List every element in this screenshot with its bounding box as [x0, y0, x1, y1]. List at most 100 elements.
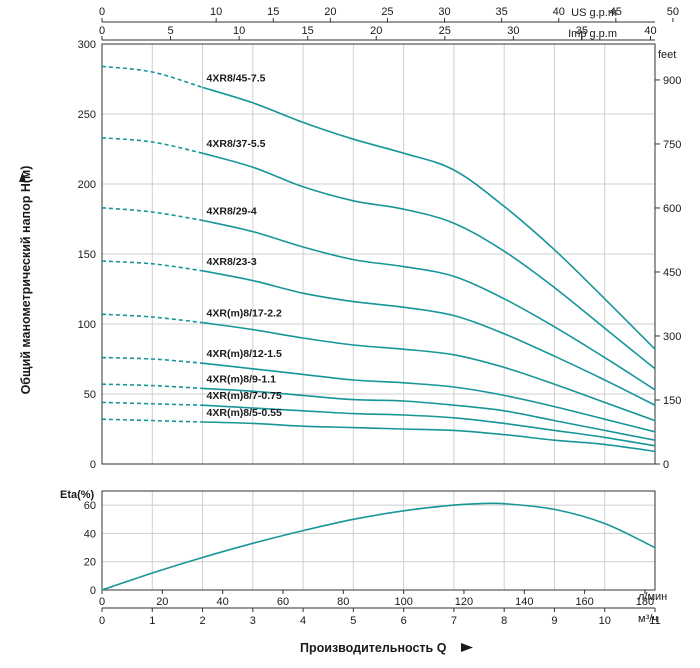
feet-tick-label: 0: [663, 459, 669, 471]
eta-y-label: Eta(%): [60, 489, 95, 501]
eta-grid: [102, 491, 655, 590]
feet-tick-label: 150: [663, 395, 681, 407]
eta-axes: 0 20 40 60 0 20 40 60 80 100 120 140 160 180 0 1 2 3 4 5 6 7 8…: [84, 500, 661, 627]
head-curve-label: 4XR8/45-7.5: [207, 72, 266, 84]
head-curve-label: 4XR(m)8/7-0.75: [207, 390, 282, 402]
head-y-arrow-icon: [19, 172, 26, 182]
imp-gpm-tick-label: 40: [644, 25, 656, 37]
us-gpm-tick-label: 40: [553, 6, 565, 18]
head-curve-dashed: [101, 207, 203, 222]
feet-tick-label: 450: [663, 267, 681, 279]
head-curve-label: 4XR8/37-5.5: [207, 138, 266, 150]
us-gpm-tick-label: 15: [267, 6, 279, 18]
lpm-tick-label: 160: [575, 596, 593, 608]
lpm-tick-label: 180: [636, 596, 654, 608]
lpm-tick-label: 120: [455, 596, 473, 608]
head-curve-solid: [202, 387, 656, 441]
m3h-tick-label: 9: [551, 615, 557, 627]
head-curve-solid: [202, 219, 656, 391]
feet-tick-label: 600: [663, 203, 681, 215]
eta-plot-frame: [101, 490, 656, 591]
eta-curves: [101, 502, 656, 591]
head-curves: [101, 65, 656, 453]
head-y-title-text: Общий манометрический напор H(м): [19, 166, 33, 395]
eta-y-tick-label: 20: [84, 557, 96, 569]
feet-unit-label: feet: [658, 49, 676, 61]
m3h-tick-label: 4: [300, 615, 306, 627]
head-curve-label: 4XR8/23-3: [207, 256, 257, 268]
imp-gpm-tick-label: 10: [233, 25, 245, 37]
us-gpm-tick-label: 25: [381, 6, 393, 18]
head-curve-dashed: [101, 401, 203, 406]
head-curve-dashed: [101, 418, 203, 423]
head-curve-solid: [202, 152, 656, 370]
head-curve-label: 4XR(m)8/12-1.5: [207, 348, 282, 360]
m3h-tick-label: 0: [99, 615, 105, 627]
lpm-unit-label: л/мин: [638, 591, 667, 603]
feet-tick-label: 750: [663, 139, 681, 151]
head-curve-dashed: [101, 65, 203, 89]
m3h-tick-label: 5: [350, 615, 356, 627]
head-y-axis-title: Общий манометрический напор H(м): [19, 166, 33, 395]
us-gpm-tick-label: 10: [210, 6, 222, 18]
lpm-tick-label: 0: [99, 596, 105, 608]
head-curve-dashed: [101, 383, 203, 390]
lpm-tick-label: 20: [156, 596, 168, 608]
head-y-tick-label: 100: [78, 319, 96, 331]
head-y-tick-label: 50: [84, 389, 96, 401]
feet-tick-label: 900: [663, 75, 681, 87]
us-gpm-tick-label: 0: [99, 6, 105, 18]
head-curve-label: 4XR(m)8/9-1.1: [207, 373, 277, 385]
head-curve-solid: [202, 86, 656, 350]
imp-gpm-tick-label: 5: [167, 25, 173, 37]
head-curve-solid: [202, 404, 656, 447]
x-axis-arrow-icon: [461, 643, 473, 652]
head-grid: [102, 44, 655, 464]
imp-gpm-tick-label: 20: [370, 25, 382, 37]
lpm-tick-label: 40: [217, 596, 229, 608]
m3h-tick-label: 2: [199, 615, 205, 627]
head-y-tick-label: 0: [90, 459, 96, 471]
feet-tick-label: 300: [663, 331, 681, 343]
m3h-tick-label: 1: [149, 615, 155, 627]
imp-gpm-tick-label: 35: [576, 25, 588, 37]
m3h-tick-label: 8: [501, 615, 507, 627]
us-gpm-tick-label: 35: [496, 6, 508, 18]
eta-y-tick-label: 40: [84, 528, 96, 540]
imp-gpm-tick-label: 30: [507, 25, 519, 37]
lpm-tick-label: 60: [277, 596, 289, 608]
x-axis-title: Производительность Q: [300, 641, 447, 655]
head-y-tick-label: 200: [78, 179, 96, 191]
m3h-tick-label: 6: [401, 615, 407, 627]
head-curve-label: 4XR8/29-4: [207, 205, 257, 217]
lpm-tick-label: 80: [337, 596, 349, 608]
head-curve-dashed: [101, 260, 203, 272]
m3h-unit-label: м³/ч: [638, 613, 658, 625]
head-y-tick-label: 300: [78, 39, 96, 51]
us-gpm-tick-label: 20: [324, 6, 336, 18]
head-curve-solid: [202, 321, 656, 422]
m3h-tick-label: 10: [599, 615, 611, 627]
head-curve-label: 4XR(m)8/17-2.2: [207, 308, 282, 320]
m3h-tick-label: 7: [451, 615, 457, 627]
head-curve-dashed: [101, 313, 203, 324]
head-y-tick-label: 250: [78, 109, 96, 121]
m3h-tick-label: 3: [250, 615, 256, 627]
us-gpm-label: US g.p.m: [571, 7, 617, 19]
head-plot-frame: [101, 43, 656, 465]
head-curve-solid: [202, 270, 656, 406]
eta-y-tick-label: 60: [84, 500, 96, 512]
us-gpm-tick-label: 30: [438, 6, 450, 18]
m3h-tick-label: 11: [649, 615, 660, 627]
imp-gpm-tick-label: 25: [439, 25, 451, 37]
lpm-tick-label: 100: [394, 596, 412, 608]
eta-y-tick-label: 0: [90, 585, 96, 597]
head-curve-labels: 4XR8/45-7.5 4XR8/37-5.5 4XR8/29-4 4XR8/23-3…: [207, 72, 282, 419]
us-gpm-tick-label: 45: [610, 6, 622, 18]
head-curve-solid: [202, 362, 656, 433]
eta-curve: [101, 502, 656, 591]
lpm-tick-label: 140: [515, 596, 533, 608]
imp-gpm-label: Imp g.p.m: [568, 28, 617, 40]
